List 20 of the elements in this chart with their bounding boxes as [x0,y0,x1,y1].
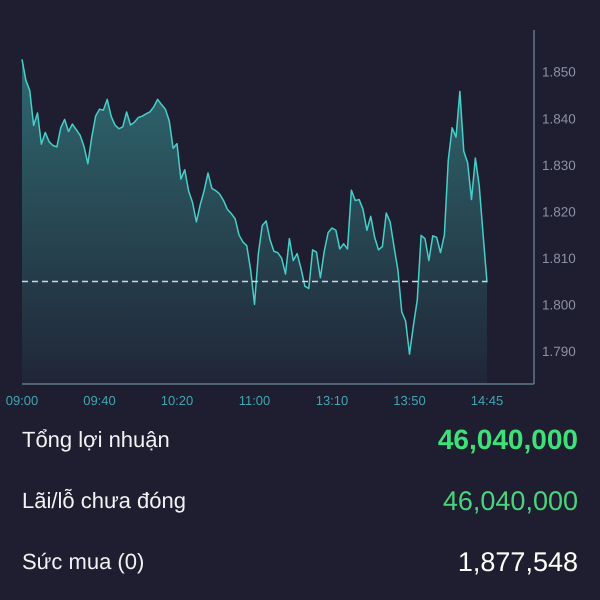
x-tick-label: 13:50 [393,393,426,408]
y-tick-label: 1.830 [542,158,576,173]
text: Sức mua (0) [22,549,144,575]
text: Tổng lợi nhuận [22,427,170,453]
y-tick-label: 1.790 [542,344,576,360]
text: 46,040,000 [442,486,578,516]
y-tick-label: 1.850 [542,64,576,80]
text: 1,877,548 [458,546,578,578]
text: Lãi/lỗ chưa đóng [22,488,186,514]
y-tick-label: 1.810 [542,251,576,266]
x-tick-label: 09:00 [6,393,38,408]
x-tick-label: 13:10 [316,393,348,408]
x-tick-label: 11:00 [238,393,270,408]
y-tick-label: 1.800 [542,298,576,313]
text: 46,040,000 [438,424,578,456]
y-tick-label: 1.820 [542,204,576,220]
x-tick-label: 09:40 [83,393,116,408]
x-tick-label: 10:20 [160,393,194,408]
x-tick-label: 14:45 [470,393,504,408]
y-tick-label: 1.840 [542,111,576,126]
